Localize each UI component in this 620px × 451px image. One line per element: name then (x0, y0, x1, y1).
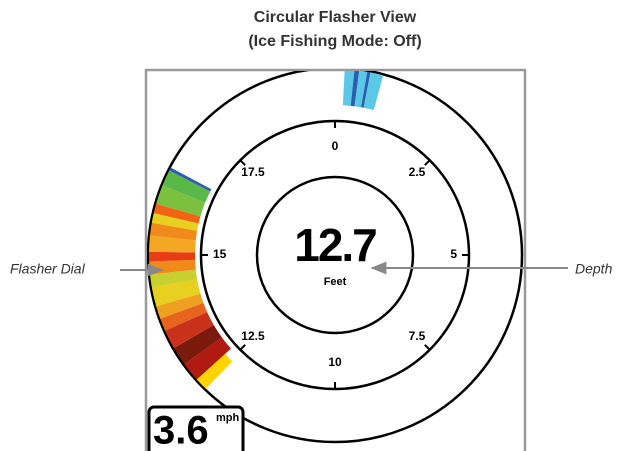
flasher-return (149, 235, 196, 253)
scale-label: 0 (332, 139, 339, 153)
dial-scale: 0 2.5 5 7.5 10 12.5 15 17.5 (201, 121, 469, 389)
title: Circular Flasher View (254, 9, 417, 26)
flasher-return (151, 279, 201, 307)
scale-label: 12.5 (241, 329, 265, 343)
flasher-return (173, 325, 222, 365)
flasher-returns (149, 71, 384, 389)
depth-unit: Feet (324, 276, 347, 288)
flasher-return (169, 167, 212, 192)
flasher-return (350, 71, 360, 107)
flasher-return (342, 71, 355, 106)
flasher-return (184, 337, 231, 380)
callout-label: Depth (575, 261, 613, 277)
flasher-return (150, 222, 198, 241)
depth-value: 12.7 (294, 219, 376, 271)
flasher-return (361, 71, 371, 108)
subtitle: (Ice Fishing Mode: Off) (248, 33, 421, 50)
flasher-return (149, 251, 196, 262)
scale-tick (239, 159, 246, 166)
scale-tick (424, 159, 431, 166)
scale-label: 5 (450, 247, 457, 261)
flasher-return (165, 311, 214, 348)
callout-label: Flasher Dial (10, 261, 86, 277)
flasher-return (160, 302, 208, 331)
flasher-return (156, 293, 204, 319)
inner-ring (255, 175, 415, 335)
scale-label: 7.5 (409, 329, 426, 343)
flasher-return (363, 72, 384, 111)
scale-label: 15 (213, 247, 227, 261)
flasher-return (354, 71, 368, 108)
speed-value: 3.6 (153, 409, 209, 451)
scale-label: 2.5 (409, 165, 426, 179)
scale-tick (424, 344, 431, 351)
flasher-return (196, 354, 233, 389)
outer-ring (147, 71, 524, 444)
dial: 0 2.5 5 7.5 10 12.5 15 17.5 (147, 71, 524, 444)
scale-tick (239, 344, 246, 351)
scale-label: 10 (328, 355, 342, 369)
flasher-return (153, 203, 201, 224)
speed-box (147, 405, 245, 451)
flasher-return (156, 185, 206, 217)
flasher-return (151, 213, 199, 231)
speed-unit: mph (216, 412, 240, 424)
scale-label: 17.5 (241, 165, 265, 179)
flasher-return (162, 170, 211, 203)
